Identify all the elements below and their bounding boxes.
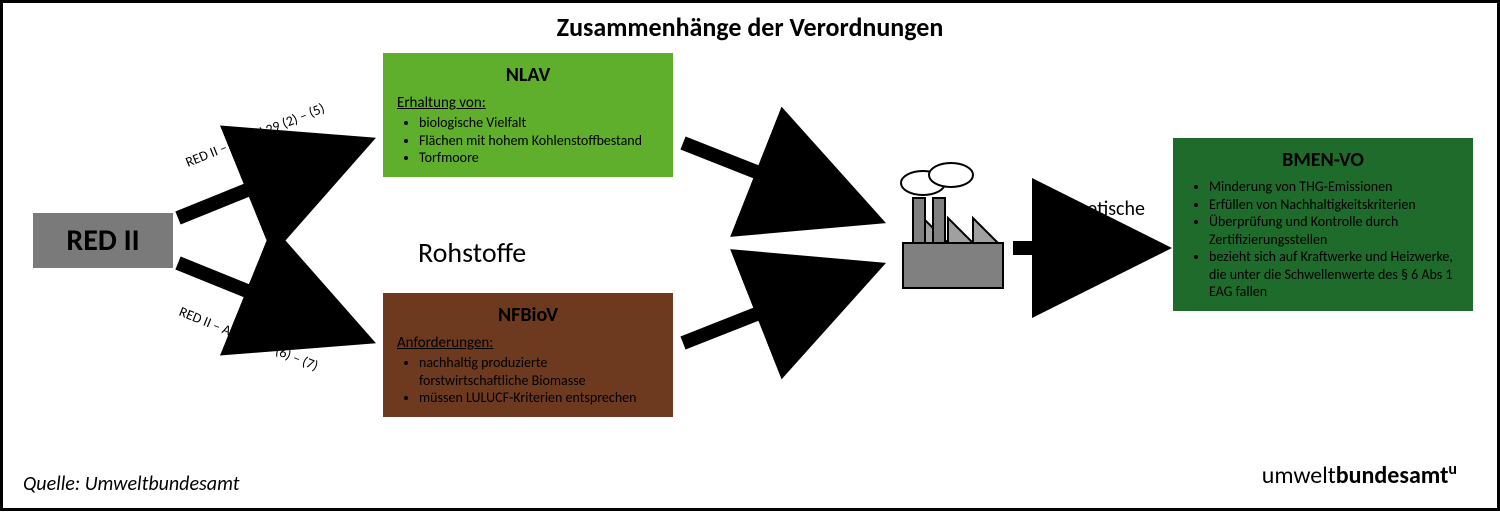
list-item: Überprüfung und Kontrolle durch Zertifiz… [1209, 213, 1459, 248]
diagram-frame: Zusammenhänge der Verordnungen RED II NL… [0, 0, 1500, 511]
node-nlav-subhead: Erhaltung von: [397, 94, 486, 112]
list-item: nachhaltig produzierte forstwirtschaftli… [419, 354, 659, 389]
list-item: müssen LULUCF-Kriterien entsprechen [419, 389, 659, 407]
logo-sup: u [1448, 460, 1457, 479]
list-item: Minderung von THG-Emissionen [1209, 178, 1459, 196]
node-nfbiov-list: nachhaltig produzierte forstwirtschaftli… [397, 354, 659, 407]
node-nlav-list: biologische Vielfalt Flächen mit hohem K… [397, 114, 659, 167]
factory-icon [893, 153, 1013, 293]
node-bmen: BMEN-VO Minderung von THG-Emissionen Erf… [1173, 138, 1473, 311]
node-bmen-list: Minderung von THG-Emissionen Erfüllen vo… [1187, 178, 1459, 301]
node-nlav: NLAV Erhaltung von: biologische Vielfalt… [383, 53, 673, 177]
node-red2: RED II [33, 213, 173, 268]
logo-light: umwelt [1262, 461, 1336, 490]
node-nfbiov-title: NFBioV [397, 303, 659, 327]
list-item: bezieht sich auf Kraftwerke und Heizwerk… [1209, 248, 1459, 301]
edge-label-top: RED II – Artikel 29 (2) – (5) [183, 99, 327, 170]
node-bmen-title: BMEN-VO [1187, 148, 1459, 172]
edge-label-bottom: RED II – Artikel 29 (6) – (7) [177, 303, 321, 374]
diagram-title: Zusammenhänge der Verordnungen [3, 11, 1497, 43]
source-text: Quelle: Umweltbundesamt [23, 472, 239, 496]
list-item: Flächen mit hohem Kohlenstoffbestand [419, 132, 659, 150]
edge-label-energy: Energetische Nutzung [1023, 198, 1163, 242]
node-red2-label: RED II [66, 222, 139, 259]
node-nfbiov: NFBioV Anforderungen: nachhaltig produzi… [383, 293, 673, 417]
list-item: biologische Vielfalt [419, 114, 659, 132]
node-nfbiov-subhead: Anforderungen: [397, 334, 493, 352]
list-item: Erfüllen von Nachhaltigkeitskriterien [1209, 196, 1459, 214]
mid-label: Rohstoffe [418, 235, 526, 270]
node-nlav-title: NLAV [397, 63, 659, 87]
list-item: Torfmoore [419, 149, 659, 167]
logo-bold: bundesamt [1336, 461, 1449, 490]
logo: umweltbundesamtu [1262, 460, 1457, 490]
